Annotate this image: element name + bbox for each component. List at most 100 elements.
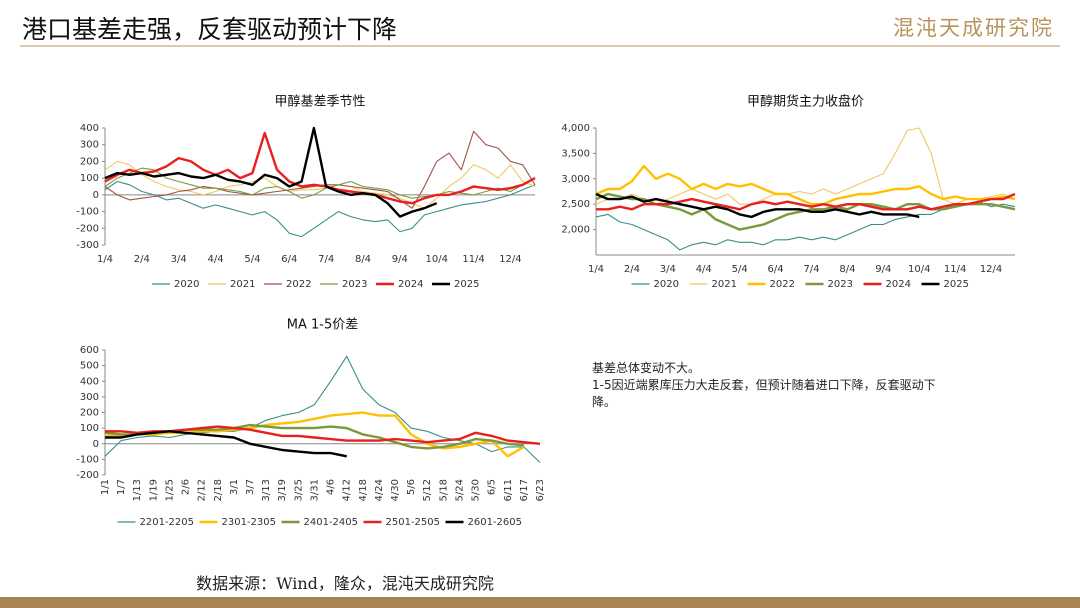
x-tick-label: 11/4 bbox=[462, 254, 484, 265]
x-tick-label: 1/13 bbox=[132, 479, 143, 501]
x-tick-label: 3/19 bbox=[277, 479, 288, 501]
legend-label: 2025 bbox=[944, 279, 969, 290]
legend-label: 2024 bbox=[886, 279, 911, 290]
x-tick-label: 5/6 bbox=[406, 479, 417, 495]
y-tick-label: 4,000 bbox=[561, 123, 590, 134]
x-tick-label: 4/18 bbox=[358, 479, 369, 501]
x-tick-label: 1/1 bbox=[100, 479, 111, 495]
y-tick-label: 100 bbox=[80, 173, 99, 184]
y-tick-label: 300 bbox=[80, 140, 99, 151]
legend-label: 2023 bbox=[342, 279, 367, 290]
x-tick-label: 5/4 bbox=[244, 254, 260, 265]
series-line bbox=[104, 160, 536, 209]
legend-label: 2020 bbox=[174, 279, 199, 290]
page-title: 港口基差走强，反套驱动预计下降 bbox=[22, 15, 398, 44]
y-tick-label: 0 bbox=[93, 439, 99, 450]
x-tick-label: 5/18 bbox=[438, 479, 449, 501]
y-tick-label: -100 bbox=[76, 207, 99, 218]
x-tick-label: 3/13 bbox=[261, 479, 272, 501]
x-tick-label: 11/4 bbox=[944, 264, 966, 275]
x-tick-label: 2/12 bbox=[197, 479, 208, 501]
series-line bbox=[104, 130, 536, 209]
series-line bbox=[595, 192, 920, 219]
logo: 混沌天成研究院 bbox=[893, 16, 1054, 40]
x-tick-label: 8/4 bbox=[355, 254, 371, 265]
y-tick-label: 100 bbox=[80, 423, 99, 434]
x-tick-label: 5/30 bbox=[471, 479, 482, 501]
x-tick-label: 3/25 bbox=[293, 479, 304, 501]
x-tick-label: 4/6 bbox=[326, 479, 337, 495]
chart-title: 甲醇基差季节性 bbox=[274, 94, 365, 110]
legend-label: 2024 bbox=[398, 279, 423, 290]
y-tick-label: 3,500 bbox=[561, 148, 590, 159]
series-line bbox=[104, 180, 536, 238]
x-tick-label: 4/4 bbox=[208, 254, 224, 265]
series-line bbox=[595, 201, 1016, 251]
y-tick-label: 200 bbox=[80, 408, 99, 419]
series-line bbox=[596, 192, 1016, 211]
series-line bbox=[595, 164, 1016, 206]
x-tick-label: 2/4 bbox=[624, 264, 640, 275]
x-tick-label: 6/4 bbox=[281, 254, 297, 265]
x-tick-label: 7/4 bbox=[803, 264, 819, 275]
y-tick-label: -100 bbox=[76, 454, 99, 465]
x-tick-label: 4/24 bbox=[374, 479, 385, 501]
x-tick-label: 2/6 bbox=[181, 479, 192, 495]
footer-bar bbox=[0, 597, 1080, 608]
legend-label: 2201-2205 bbox=[140, 517, 195, 528]
y-tick-label: 0 bbox=[93, 190, 99, 201]
x-tick-label: 8/4 bbox=[839, 264, 855, 275]
x-tick-label: 1/19 bbox=[148, 479, 159, 501]
series-line bbox=[595, 127, 1016, 205]
x-tick-label: 6/11 bbox=[503, 479, 514, 501]
x-tick-label: 1/4 bbox=[588, 264, 604, 275]
x-tick-label: 6/23 bbox=[535, 479, 546, 501]
x-tick-label: 1/25 bbox=[164, 479, 175, 501]
legend-label: 2022 bbox=[770, 279, 795, 290]
legend-label: 2601-2605 bbox=[468, 517, 523, 528]
note: 基差总体变动不大。 1-5因近端累库压力大走反套，但预计随着进口下降，反套驱动下… bbox=[592, 360, 942, 411]
x-tick-label: 4/12 bbox=[342, 479, 353, 501]
x-tick-label: 7/4 bbox=[318, 254, 334, 265]
series-line bbox=[104, 131, 536, 205]
y-tick-label: 600 bbox=[80, 345, 99, 356]
x-tick-label: 3/7 bbox=[245, 479, 256, 495]
legend-label: 2401-2405 bbox=[304, 517, 359, 528]
x-tick-label: 9/4 bbox=[875, 264, 891, 275]
x-tick-label: 6/4 bbox=[768, 264, 784, 275]
y-tick-label: -300 bbox=[76, 240, 99, 251]
x-tick-label: 6/17 bbox=[519, 479, 530, 501]
x-tick-label: 4/30 bbox=[390, 479, 401, 501]
x-tick-label: 12/4 bbox=[499, 254, 521, 265]
x-tick-label: 5/4 bbox=[732, 264, 748, 275]
legend-label: 2021 bbox=[712, 279, 737, 290]
x-tick-label: 9/4 bbox=[392, 254, 408, 265]
y-tick-label: 500 bbox=[80, 361, 99, 372]
y-tick-label: 200 bbox=[80, 156, 99, 167]
series-line bbox=[104, 167, 536, 199]
x-tick-label: 10/4 bbox=[425, 254, 447, 265]
source: 数据来源：Wind，隆众，混沌天成研究院 bbox=[196, 574, 494, 593]
x-tick-label: 10/4 bbox=[908, 264, 930, 275]
series-line bbox=[105, 425, 541, 445]
legend-label: 2301-2305 bbox=[222, 517, 277, 528]
legend-label: 2021 bbox=[230, 279, 255, 290]
chart-title: 甲醇期货主力收盘价 bbox=[747, 94, 864, 110]
note-line: 基差总体变动不大。 bbox=[592, 361, 701, 375]
x-tick-label: 6/5 bbox=[487, 479, 498, 495]
y-tick-label: 2,500 bbox=[561, 199, 590, 210]
x-tick-label: 12/4 bbox=[980, 264, 1002, 275]
legend-label: 2022 bbox=[286, 279, 311, 290]
series-line bbox=[104, 355, 541, 463]
x-tick-label: 3/4 bbox=[171, 254, 187, 265]
y-tick-label: 300 bbox=[80, 392, 99, 403]
x-tick-label: 3/31 bbox=[309, 479, 320, 501]
series-line bbox=[104, 126, 438, 218]
x-tick-label: 4/4 bbox=[696, 264, 712, 275]
legend-label: 2020 bbox=[654, 279, 679, 290]
x-tick-label: 5/12 bbox=[422, 479, 433, 501]
x-tick-label: 3/4 bbox=[660, 264, 676, 275]
y-tick-label: 400 bbox=[80, 376, 99, 387]
